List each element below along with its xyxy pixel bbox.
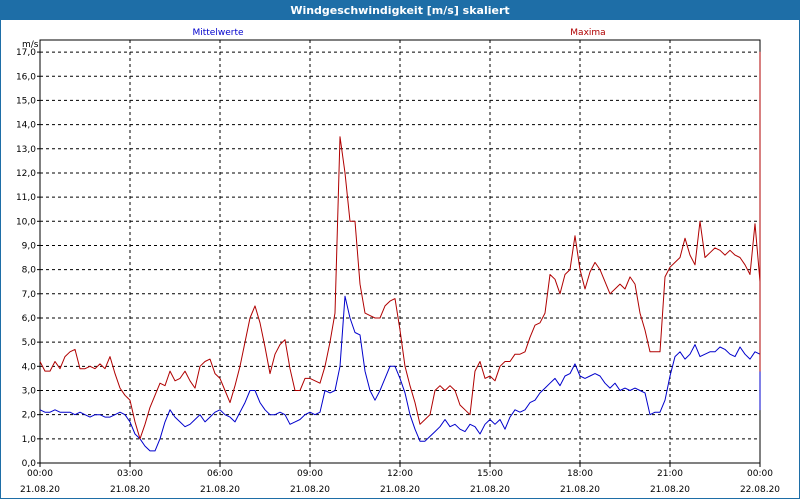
y-tick-label: 2,0: [22, 411, 37, 421]
chart-title-bar: Windgeschwindigkeit [m/s] skaliert: [0, 0, 800, 20]
x-tick-time-label: 18:00: [567, 469, 593, 479]
x-tick-date-label: 21.08.20: [290, 485, 330, 495]
x-tick-time-label: 06:00: [207, 469, 233, 479]
x-tick-date-label: 21.08.20: [20, 485, 60, 495]
series-group: [39, 51, 761, 452]
legend: Mittelwerte Maxima: [192, 28, 605, 38]
y-tick-label: 13,0: [16, 145, 36, 155]
y-tick-label: 7,0: [22, 290, 37, 300]
x-tick-time-label: 09:00: [297, 469, 323, 479]
x-tick-date-label: 21.08.20: [560, 485, 600, 495]
x-tick-date-label: 21.08.20: [470, 485, 510, 495]
grid: [39, 39, 761, 464]
wind-speed-chart: 0,0 1,0 2,0 3,0 4,0 5,0 6,0 7,0 8,0 9,0 10,0 11,0 12…: [16, 28, 780, 495]
x-tick-time-label: 12:00: [387, 469, 413, 479]
x-tick-time-label: 15:00: [477, 469, 503, 479]
y-tick-label: 6,0: [22, 314, 37, 324]
x-tick-date-label: 21.08.20: [380, 485, 420, 495]
series-line-mittelwerte: [39, 266, 761, 452]
x-tick-time-label: 00:00: [747, 469, 773, 479]
y-tick-label: 9,0: [22, 241, 37, 251]
y-axis-ticks: 0,0 1,0 2,0 3,0 4,0 5,0 6,0 7,0 8,0 9,0 10,0 11,0 12…: [16, 48, 40, 469]
x-tick-date-label: 21.08.20: [110, 485, 150, 495]
y-tick-label: 0,0: [22, 459, 37, 469]
x-tick-date-label: 22.08.20: [740, 485, 780, 495]
y-tick-label: 4,0: [22, 362, 37, 372]
y-tick-label: 11,0: [16, 193, 36, 203]
x-tick-date-label: 21.08.20: [650, 485, 690, 495]
series-line-maxima: [39, 51, 761, 440]
legend-entry-mittelwerte: Mittelwerte: [192, 28, 243, 38]
y-tick-label: 1,0: [22, 435, 37, 445]
x-tick-date-label: 21.08.20: [200, 485, 240, 495]
x-tick-time-label: 21:00: [657, 469, 683, 479]
y-tick-label: 14,0: [16, 121, 36, 131]
y-tick-label: 5,0: [22, 338, 37, 348]
y-tick-label: 10,0: [16, 217, 36, 227]
x-tick-time-label: 03:00: [117, 469, 143, 479]
y-tick-label: 8,0: [22, 266, 37, 276]
y-tick-label: 3,0: [22, 386, 37, 396]
x-tick-time-label: 00:00: [27, 469, 53, 479]
y-axis-label: m/s: [22, 40, 39, 50]
legend-entry-maxima: Maxima: [570, 28, 605, 38]
y-tick-label: 16,0: [16, 72, 36, 82]
chart-title: Windgeschwindigkeit [m/s] skaliert: [290, 3, 510, 17]
x-axis-ticks: 00:00 21.08.20 03:00 21.08.20 06:00 21.08.20 0…: [20, 463, 780, 495]
y-tick-label: 12,0: [16, 169, 36, 179]
y-tick-label: 17,0: [16, 48, 36, 58]
y-tick-label: 15,0: [16, 96, 36, 106]
